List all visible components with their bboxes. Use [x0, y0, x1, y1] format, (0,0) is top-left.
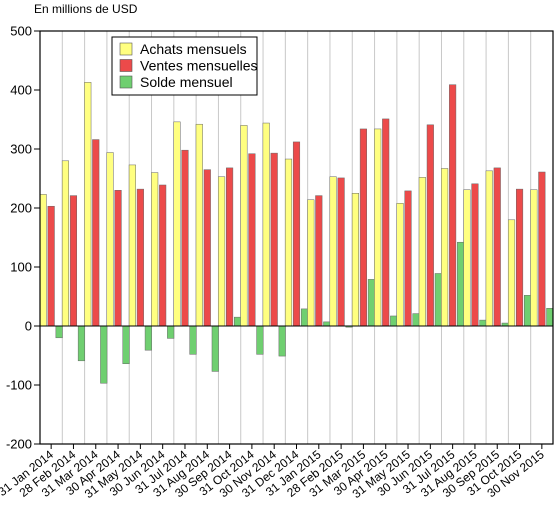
y-tick-label: 400 [10, 83, 32, 98]
y-axis-ticks: -200 -100 0 100 200 300 400 500 [6, 24, 40, 452]
bar-ventes-mensuelles [315, 195, 323, 327]
bar-achats-mensuels [463, 189, 471, 327]
bar-achats-mensuels [485, 170, 493, 327]
bar-achats-mensuels [128, 164, 136, 327]
bar-ventes-mensuelles [159, 184, 167, 327]
bar-achats-mensuels [262, 122, 270, 327]
bar-solde-mensuel [323, 321, 331, 327]
bar-ventes-mensuelles [92, 139, 100, 327]
y-tick-label: 300 [10, 142, 32, 157]
y-tick-label: 200 [10, 201, 32, 216]
bar-achats-mensuels [195, 123, 203, 327]
bar-solde-mensuel [546, 308, 554, 327]
bar-ventes-mensuelles [515, 188, 524, 327]
y-tick-label: 100 [10, 260, 32, 275]
legend-swatch [119, 75, 133, 89]
bar-achats-mensuels [151, 172, 159, 327]
bar-solde-mensuel [457, 241, 465, 327]
bar-achats-mensuels [396, 203, 404, 327]
bar-achats-mensuels [307, 199, 315, 327]
bar-solde-mensuel [367, 279, 375, 327]
bar-achats-mensuels [530, 189, 538, 327]
bar-achats-mensuels [418, 177, 426, 327]
y-tick-label: 0 [25, 319, 32, 334]
bar-ventes-mensuelles [226, 167, 234, 327]
legend-label: Solde mensuel [140, 74, 233, 90]
bar-ventes-mensuelles [270, 152, 278, 327]
bar-solde-mensuel [434, 273, 442, 327]
bar-achats-mensuels [374, 128, 382, 327]
y-tick-label: 500 [10, 24, 32, 39]
bar-solde-mensuel [278, 325, 286, 357]
bar-achats-mensuels [284, 158, 293, 327]
bar-solde-mensuel [390, 315, 398, 327]
bar-ventes-mensuelles [471, 183, 479, 327]
bar-solde-mensuel [234, 316, 242, 327]
bar-achats-mensuels [173, 121, 181, 327]
y-tick-label: -100 [6, 378, 32, 393]
bar-achats-mensuels [329, 176, 337, 327]
bars [39, 82, 554, 384]
bar-solde-mensuel [100, 325, 108, 384]
bar-solde-mensuel [523, 295, 532, 327]
legend-label: Achats mensuels [140, 41, 247, 57]
legend-label: Ventes mensuelles [140, 58, 258, 74]
bar-ventes-mensuelles [203, 169, 211, 327]
bar-achats-mensuels [507, 219, 516, 327]
bar-solde-mensuel [55, 325, 63, 339]
bar-achats-mensuels [84, 82, 92, 327]
bar-solde-mensuel [412, 313, 420, 327]
bar-solde-mensuel [122, 325, 130, 365]
y-tick-label: -200 [6, 437, 32, 452]
bar-achats-mensuels [61, 160, 70, 327]
bar-ventes-mensuelles [181, 149, 189, 327]
bar-solde-mensuel [167, 325, 175, 339]
bar-achats-mensuels [39, 194, 47, 327]
bar-achats-mensuels [351, 193, 359, 327]
bar-ventes-mensuelles [136, 188, 144, 327]
legend-box [111, 36, 258, 96]
bar-ventes-mensuelles [337, 177, 345, 327]
bar-achats-mensuels [106, 152, 114, 327]
legend-swatch [119, 42, 133, 56]
bar-ventes-mensuelles [404, 190, 412, 327]
bar-ventes-mensuelles [493, 167, 501, 327]
bar-ventes-mensuelles [47, 205, 55, 327]
bar-ventes-mensuelles [292, 141, 301, 327]
bar-ventes-mensuelles [359, 128, 367, 327]
bar-achats-mensuels [240, 125, 248, 327]
bar-solde-mensuel [479, 319, 487, 327]
unit-label: En millions de USD [34, 2, 138, 16]
bar-ventes-mensuelles [538, 171, 546, 327]
bar-solde-mensuel [256, 325, 264, 355]
bar-ventes-mensuelles [426, 124, 434, 327]
bar-achats-mensuels [441, 168, 449, 327]
bar-solde-mensuel [77, 325, 86, 362]
bar-achats-mensuels [218, 176, 226, 327]
bar-solde-mensuel [300, 308, 309, 327]
bar-solde-mensuel [211, 325, 219, 372]
legend-swatch [119, 59, 133, 72]
bar-ventes-mensuelles [248, 153, 256, 327]
bar-ventes-mensuelles [449, 84, 457, 327]
bar-solde-mensuel [144, 325, 152, 351]
bar-ventes-mensuelles [114, 190, 122, 327]
bar-ventes-mensuelles [69, 195, 78, 327]
bar-solde-mensuel [189, 325, 197, 355]
bar-ventes-mensuelles [382, 118, 390, 327]
